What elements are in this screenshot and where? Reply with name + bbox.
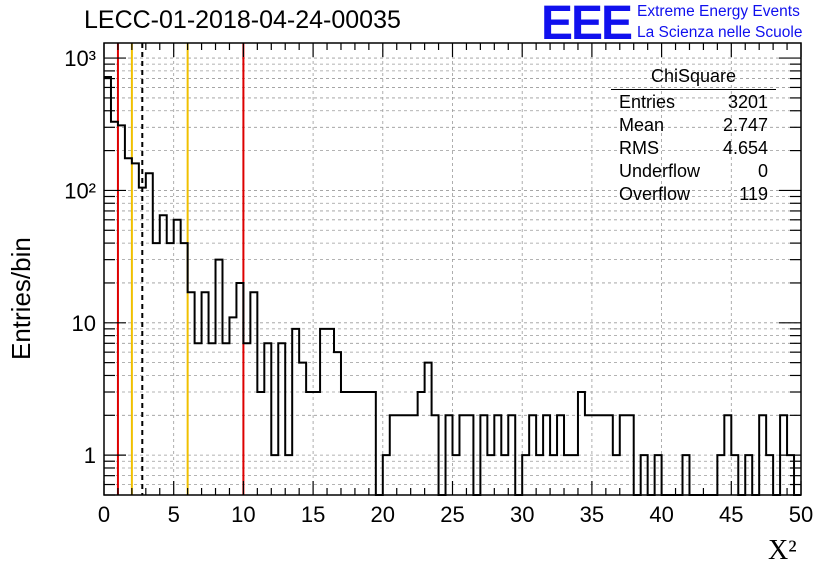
x-tick-label: 10: [231, 502, 255, 527]
stats-row: Entries 3201: [611, 91, 776, 114]
x-tick-label: 0: [98, 502, 110, 527]
stats-value: 4.654: [722, 138, 768, 158]
chart-title: LECC-01-2018-04-24-00035: [84, 6, 401, 34]
x-axis-label: X²: [768, 535, 797, 566]
stats-row: Underflow 0: [611, 160, 776, 183]
axis-ticks: [103, 43, 802, 496]
stats-value: 2.747: [722, 115, 768, 135]
x-tick-label: 20: [371, 502, 395, 527]
x-tick-label: 45: [719, 502, 743, 527]
stats-label: Underflow: [619, 161, 701, 181]
stats-label: Entries: [619, 92, 676, 112]
x-tick-label: 35: [580, 502, 604, 527]
brand-line-2: La Scienza nelle Scuole: [637, 24, 803, 41]
stats-value: 0: [757, 161, 768, 181]
grid-lines: [104, 43, 801, 496]
stats-label: Mean: [619, 115, 665, 135]
brand-line-1: Extreme Energy Events: [637, 3, 800, 20]
stats-value: 119: [739, 184, 768, 204]
stats-value: 3201: [727, 92, 768, 112]
stats-label: RMS: [619, 138, 659, 158]
stats-box: ChiSquare Entries 3201 Mean 2.747 RMS 4.654…: [611, 66, 776, 206]
stats-title: ChiSquare: [611, 66, 776, 90]
x-tick-label: 40: [649, 502, 673, 527]
x-tick-label: 15: [301, 502, 325, 527]
x-tick-label: 30: [510, 502, 534, 527]
y-tick-label: 10³: [64, 46, 96, 71]
x-tick-label: 50: [789, 502, 813, 527]
x-tick-label: 5: [168, 502, 180, 527]
x-tick-label: 25: [440, 502, 464, 527]
y-tick-label: 1: [84, 443, 96, 468]
histogram-line: [104, 75, 801, 496]
x-tick-labels: 0 5 10 15 20 25 30 35 40 45 50: [98, 502, 813, 527]
y-tick-label: 10: [72, 311, 96, 336]
stats-label: Overflow: [619, 184, 691, 204]
stats-row: Mean 2.747: [611, 114, 776, 137]
stats-row: Overflow 119: [611, 183, 776, 206]
stats-row: RMS 4.654: [611, 137, 776, 160]
y-tick-labels: 1 10 10² 10³: [64, 46, 96, 468]
y-tick-label: 10²: [64, 178, 96, 203]
eee-logo: EEE: [541, 0, 633, 50]
y-axis-label: Entries/bin: [6, 237, 36, 360]
